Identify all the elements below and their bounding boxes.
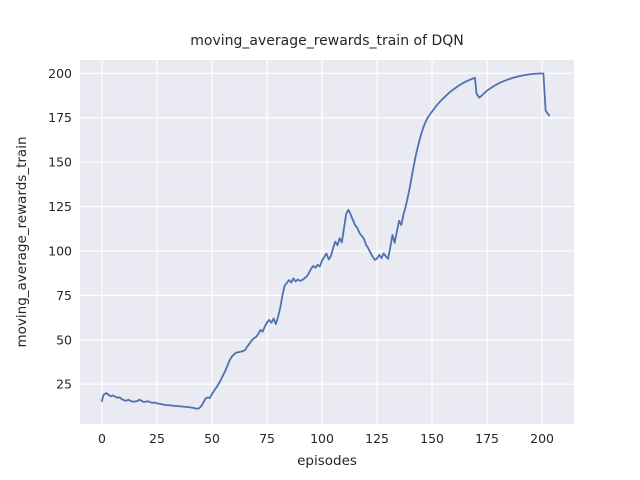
y-tick-label: 50: [56, 332, 72, 347]
x-tick-label: 100: [310, 431, 334, 446]
y-tick-label: 25: [56, 377, 72, 392]
x-tick-label: 25: [149, 431, 165, 446]
x-tick-label: 175: [475, 431, 499, 446]
series-line-DQN: [101, 72, 551, 410]
x-tick-label: 75: [259, 431, 275, 446]
y-tick-labels: 25 50 75 100 125 150 175 200: [48, 66, 72, 392]
x-tick-label: 125: [365, 431, 389, 446]
y-tick-label: 75: [56, 288, 72, 303]
x-tick-label: 50: [204, 431, 220, 446]
x-tick-label: 0: [98, 431, 106, 446]
y-axis-label: moving_average_rewards_train: [14, 136, 30, 347]
y-tick-label: 150: [48, 155, 72, 170]
y-tick-label: 100: [48, 243, 72, 258]
series-lines: [101, 72, 551, 410]
chart-title: moving_average_rewards_train of DQN: [190, 33, 464, 49]
y-tick-label: 175: [48, 110, 72, 125]
axes-background: [80, 60, 574, 424]
x-tick-label: 150: [420, 431, 444, 446]
y-tick-label: 200: [48, 66, 72, 81]
y-tick-label: 125: [48, 199, 72, 214]
x-tick-label: 200: [530, 431, 554, 446]
gridlines: [80, 60, 574, 424]
x-tick-labels: 0 25 50 75 100 125 150 175 200: [98, 431, 554, 446]
x-axis-label: episodes: [297, 453, 357, 469]
